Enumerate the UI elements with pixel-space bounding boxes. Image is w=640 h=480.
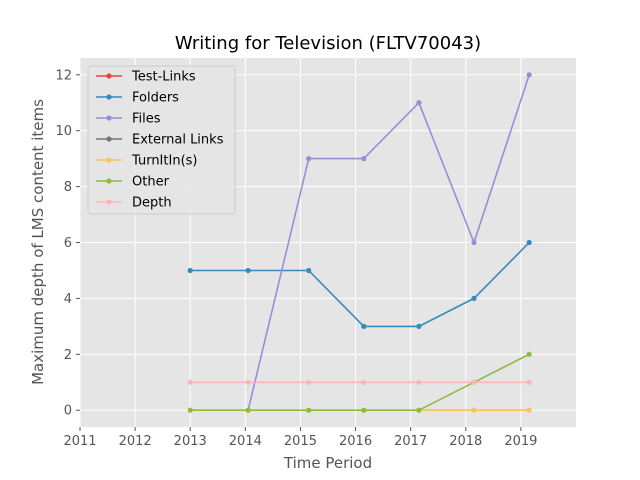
data-point [361,323,367,329]
legend: Test-Links Folders Files External Links Turn… [87,65,236,215]
data-point [245,379,251,385]
data-point [306,267,312,274]
series-1 [187,239,532,329]
data-point [361,407,367,413]
legend-label: Other [132,175,170,190]
data-point [526,351,532,357]
data-point [526,239,532,246]
data-point [471,239,477,246]
y-tick-label: 6 [64,236,72,251]
series-6 [187,379,532,385]
legend-entry: External Links [96,133,224,148]
data-point [526,72,532,78]
legend-label: Files [132,112,161,127]
legend-entry: Test-Links [96,70,196,85]
x-axis-ticks: 2011 2012 2013 2014 2015 2016 2017 2018 2019 [63,427,537,449]
y-tick-label: 0 [64,404,72,419]
data-point [526,379,532,385]
x-tick-label: 2014 [229,434,262,449]
y-tick-label: 8 [64,180,72,195]
y-tick-label: 2 [64,348,72,363]
data-point [245,407,251,413]
series-lines [187,72,532,413]
data-point [416,379,422,385]
y-tick-label: 10 [55,124,72,139]
legend-swatch-marker [106,73,112,79]
data-point [306,407,312,413]
legend-box [87,65,236,215]
legend-swatch-marker [106,94,112,100]
data-point [361,156,367,162]
x-axis-label: Time Period [283,454,372,472]
data-point [471,295,477,301]
legend-label: Folders [132,91,179,106]
legend-label: Test-Links [131,70,196,85]
x-tick-label: 2017 [394,434,427,449]
y-axis-label: Maximum depth of LMS content items [29,99,47,385]
data-point [526,407,532,413]
data-point [245,267,251,274]
legend-label: TurnItIn(s) [131,154,197,169]
legend-label: External Links [132,133,224,148]
x-tick-label: 2018 [449,434,482,449]
x-tick-label: 2013 [174,434,207,449]
y-tick-label: 4 [64,292,72,307]
series-line [247,74,530,411]
data-point [471,379,477,385]
legend-swatch-marker [106,178,112,184]
data-point [187,379,193,385]
x-tick-label: 2012 [119,434,152,449]
data-point [416,100,422,106]
legend-swatch-marker [106,157,112,163]
data-point [187,407,193,413]
data-point [187,267,193,274]
x-tick-label: 2015 [284,434,317,449]
data-point [306,156,312,162]
legend-entry: TurnItIn(s) [96,154,197,169]
data-point [416,407,422,413]
chart-title: Writing for Television (FLTV70043) [175,33,481,54]
x-tick-label: 2016 [339,434,372,449]
legend-swatch-marker [106,115,112,121]
legend-entry: Depth [96,196,172,211]
legend-entry: Folders [96,91,179,106]
legend-label: Depth [132,196,172,211]
x-tick-label: 2019 [504,434,537,449]
data-point [306,379,312,385]
legend-entry: Files [96,112,161,127]
y-axis-ticks: 0 2 4 6 8 10 12 [55,68,80,419]
data-point [361,379,367,385]
data-point [471,407,477,413]
x-tick-label: 2011 [63,434,96,449]
data-point [416,323,422,329]
y-tick-label: 12 [55,68,72,83]
legend-swatch-marker [106,136,112,142]
legend-swatch-marker [106,199,112,205]
legend-entry: Other [96,175,170,190]
